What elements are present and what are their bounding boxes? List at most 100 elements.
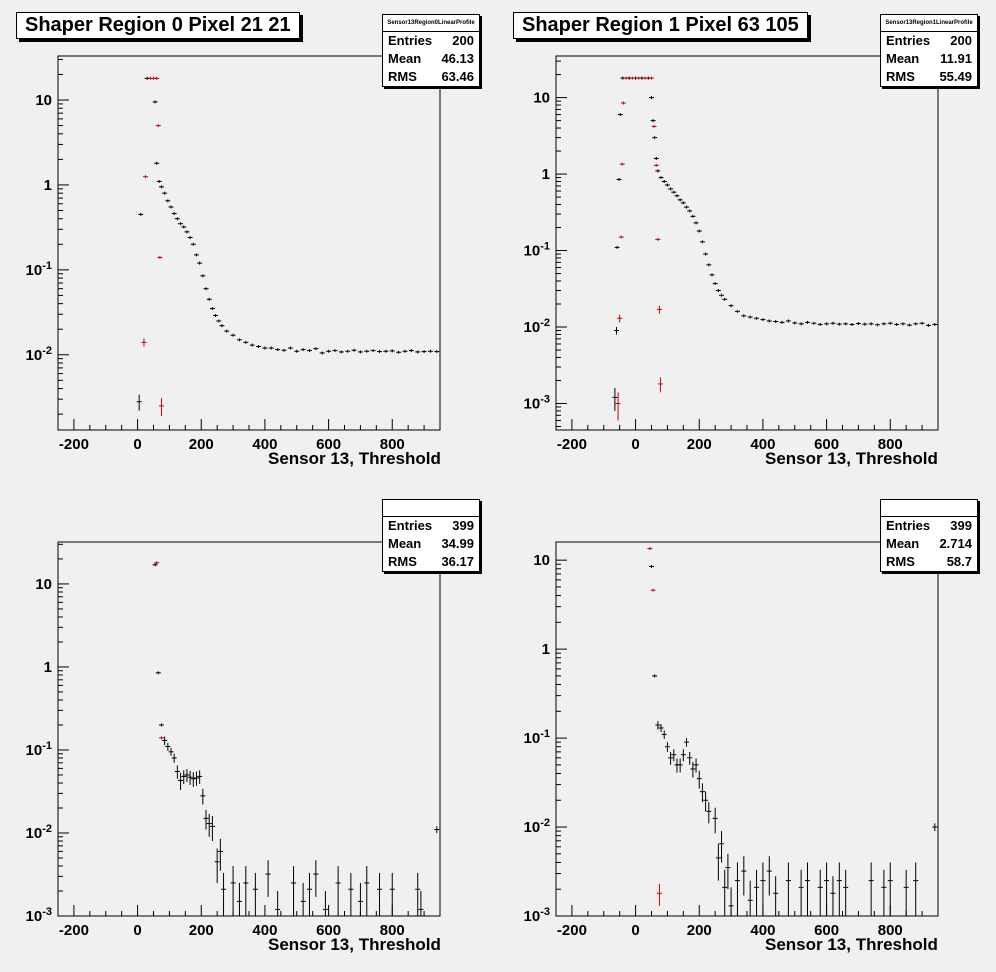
data-point: [699, 240, 705, 244]
x-tick-label: 800: [878, 436, 903, 453]
data-point: [206, 297, 212, 301]
data-point: [203, 287, 209, 291]
data-point: [319, 351, 325, 355]
data-point: [200, 788, 206, 805]
data-point: [332, 349, 338, 353]
data-point: [348, 872, 354, 916]
data-point: [193, 253, 199, 257]
data-point: [156, 179, 162, 183]
x-tick-label: -200: [59, 922, 89, 939]
data-point: [656, 305, 662, 314]
panel-3-stats-rms: RMS 36.17: [388, 554, 474, 569]
data-point: [677, 198, 683, 202]
data-point: [434, 350, 440, 354]
data-point: [617, 113, 623, 117]
data-point: [687, 751, 693, 765]
plot-1: -200 0 200 400 600 800 10-2 10-1 1 10: [26, 55, 441, 453]
data-point: [868, 322, 874, 326]
data-point: [152, 563, 158, 567]
data-point: [136, 394, 142, 411]
data-point: [313, 347, 319, 351]
data-point: [415, 872, 421, 916]
data-point: [396, 350, 402, 354]
data-point: [734, 309, 740, 313]
y-tick-label: 1: [542, 641, 550, 658]
data-point: [760, 318, 766, 322]
data-point: [830, 876, 836, 916]
data-point: [741, 856, 747, 896]
x-tick-label: 600: [814, 922, 839, 939]
y-tick-label: 10-1: [26, 740, 52, 759]
data-point: [696, 229, 702, 233]
panel-2-stats-mean: Mean 11.91: [886, 51, 972, 66]
data-point: [377, 350, 383, 354]
data-point: [657, 377, 663, 393]
data-point: [209, 816, 215, 842]
data-point: [849, 322, 855, 326]
data-point: [165, 742, 171, 751]
data-point: [706, 802, 712, 824]
data-point: [364, 866, 370, 916]
y-tick-label: 1: [542, 166, 550, 183]
y-tick-label: 10-2: [524, 317, 550, 336]
data-point: [760, 862, 766, 916]
plot-frame: [57, 55, 441, 431]
panel-1-title: Shaper Region 0 Pixel 21 21: [16, 12, 300, 39]
data-point: [824, 862, 830, 916]
data-point: [719, 831, 725, 863]
x-tick-label: 0: [133, 436, 141, 453]
x-tick-label: 0: [631, 922, 639, 939]
x-tick-label: 200: [189, 922, 214, 939]
data-point: [785, 862, 791, 916]
x-tick-label: 400: [750, 922, 775, 939]
panel-3-xlabel: Sensor 13, Threshold: [268, 935, 441, 954]
data-point: [766, 856, 772, 896]
data-point: [674, 194, 680, 198]
panel-4-stats-mean: Mean 2.714: [886, 536, 972, 551]
panel-4-stats-rms: RMS 58.7: [886, 554, 972, 569]
data-point: [836, 322, 842, 326]
data-point: [649, 76, 654, 80]
data-point: [243, 340, 249, 344]
y-tick-label: 1: [44, 177, 52, 194]
data-point: [715, 289, 721, 293]
panel-2-stats-name: Sensor13Region1LinearProfile: [881, 15, 977, 32]
x-tick-label: 0: [631, 436, 639, 453]
data-point: [734, 862, 740, 916]
data-point: [664, 742, 670, 752]
data-point: [256, 345, 262, 349]
data-point: [629, 76, 635, 80]
panel-1-stats-rms: RMS 63.46: [388, 69, 474, 84]
data-point: [162, 736, 168, 745]
data-point: [389, 872, 395, 916]
data-point: [824, 322, 830, 326]
data-point: [187, 236, 193, 240]
data-point: [741, 314, 747, 318]
data-point: [655, 169, 661, 173]
data-point: [364, 349, 370, 353]
data-point: [900, 322, 906, 326]
data-point: [377, 872, 383, 916]
data-point: [252, 872, 258, 916]
data-point: [754, 869, 760, 916]
data-point: [617, 314, 623, 323]
data-point: [152, 100, 158, 104]
data-point: [779, 320, 785, 324]
data-point: [855, 322, 861, 326]
data-point: [345, 349, 351, 353]
panel-2-stats-box: Sensor13Region1LinearProfile Entries 200 …: [880, 14, 978, 87]
data-point: [623, 76, 629, 80]
data-point: [747, 315, 753, 319]
data-point: [817, 869, 823, 916]
data-point: [636, 76, 642, 80]
data-point: [168, 748, 174, 756]
data-point: [383, 349, 389, 353]
data-point: [620, 101, 626, 105]
data-point: [197, 261, 203, 265]
data-point: [389, 349, 395, 353]
plot-frame: [57, 541, 441, 917]
x-tick-label: 800: [380, 922, 405, 939]
data-point: [650, 119, 656, 123]
data-point: [313, 860, 319, 897]
panel-4-stats-box: Entries 399 Mean 2.714 RMS 58.7: [880, 499, 978, 572]
